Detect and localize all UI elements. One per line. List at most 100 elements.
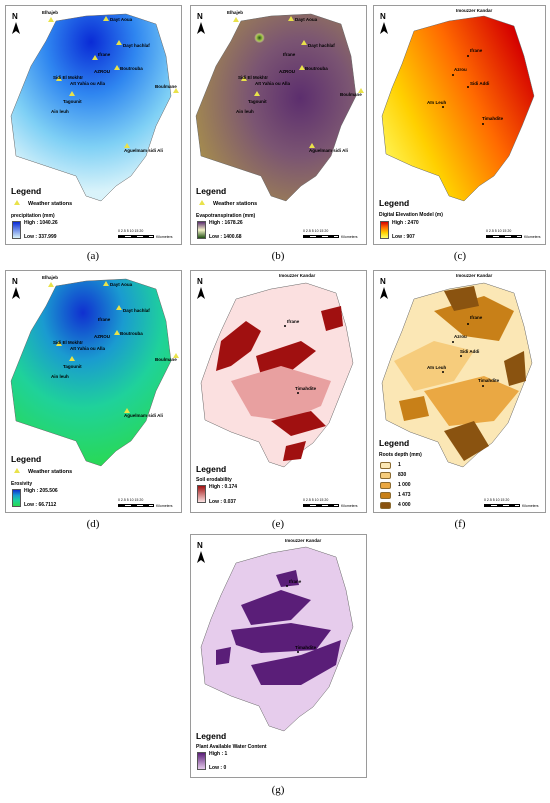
legend-swatch-1000	[380, 482, 391, 489]
town-label: Ifrane	[283, 52, 296, 57]
legend-variable: Erosivity	[11, 481, 33, 487]
station-marker	[56, 341, 62, 346]
station-marker	[288, 16, 294, 21]
town-label: Ifrane	[289, 579, 302, 584]
town-label: Imouzzer Kandar	[456, 273, 493, 278]
town-marker	[286, 585, 288, 587]
town-label: Boutrouba	[120, 331, 143, 336]
station-marker	[103, 281, 109, 286]
stations-legend-label: Weather stations	[28, 469, 73, 475]
town-label: Timahdite	[478, 378, 500, 383]
town-label: Timahdite	[295, 645, 317, 650]
station-marker	[124, 143, 130, 148]
town-label: Aïn Leuh	[427, 365, 447, 370]
roots-zone-1000	[424, 376, 519, 426]
station-marker	[48, 282, 54, 287]
town-label: Ifrane	[98, 317, 111, 322]
legend-low: Low : 0	[209, 765, 227, 771]
legend-class-4000: 4 000	[398, 502, 411, 508]
station-marker	[92, 55, 98, 60]
evapo-minimum-zone	[241, 29, 285, 73]
legend-title: Legend	[379, 198, 410, 208]
station-marker	[48, 17, 54, 22]
north-arrow: N	[197, 12, 205, 34]
town-label: Tagounit	[63, 99, 82, 104]
caption-f: (f)	[454, 518, 466, 530]
scale-unit: Kilometers	[156, 235, 173, 239]
medium-erodability-zone	[231, 366, 331, 421]
study-area-shape	[10, 278, 172, 467]
caption-d: (d)	[86, 518, 100, 530]
erosivity-map-graphic	[10, 278, 172, 467]
legend-high: High : 205.506	[24, 488, 58, 494]
legend-low: Low : 907	[392, 234, 415, 240]
town-label: Ain leuh	[51, 109, 69, 114]
town-label: Aïn Leuh	[427, 100, 447, 105]
station-marker	[358, 88, 364, 93]
north-arrow-icon	[12, 22, 20, 34]
legend-title: Legend	[11, 454, 42, 464]
north-arrow: N	[12, 12, 20, 34]
legend-high: High : 1	[209, 751, 228, 757]
north-arrow-icon	[197, 551, 205, 563]
study-area-shape	[381, 15, 535, 202]
dem-map-graphic	[381, 15, 535, 202]
caption-c: (c)	[453, 250, 467, 262]
station-marker	[69, 356, 75, 361]
station-marker	[56, 76, 62, 81]
scale-bar	[484, 504, 520, 507]
town-label: Dayt hachlaf	[123, 308, 150, 313]
panel-g-pawc-map: N Imouzzer Kandar Ifrane Timahdite Legen…	[190, 534, 367, 778]
legend-color-ramp	[12, 221, 21, 239]
panel-e-soil-erodability-map: N Imouzzer Kandar Ifrane Timahdite Legen…	[190, 270, 367, 513]
north-arrow: N	[12, 277, 20, 299]
scale-bar	[486, 235, 522, 238]
roots-zone-4000	[504, 351, 526, 386]
station-legend-icon	[14, 468, 20, 473]
panel-d-erosivity-map: N Elhajeb Dayt Aoua Dayt hachlaf Ifrane …	[5, 270, 182, 513]
town-label: Aguelmam sidi Ali	[309, 148, 348, 153]
legend-swatch-1473	[380, 492, 391, 499]
town-marker	[467, 86, 469, 88]
legend-class-1473: 1 473	[398, 492, 411, 498]
precipitation-map-graphic	[10, 13, 172, 202]
legend-class-1: 1	[398, 462, 401, 468]
roots-zone-4000	[444, 421, 489, 461]
north-arrow: N	[197, 541, 205, 563]
town-label: Imouzzer Kandar	[279, 273, 316, 278]
station-marker	[103, 16, 109, 21]
station-marker	[233, 17, 239, 22]
high-erodability-zone	[321, 306, 343, 331]
study-area-shape	[10, 13, 172, 202]
north-arrow: N	[380, 277, 388, 299]
town-label: Dayt Aoua	[295, 17, 318, 22]
station-marker	[301, 40, 307, 45]
panel-b-evapotranspiration-map: N Elhajeb Dayt Aoua Dayt hachlaf Ifrane …	[190, 5, 367, 245]
north-arrow-icon	[12, 287, 20, 299]
legend-swatch-1	[380, 462, 391, 469]
scale-bar	[303, 235, 339, 238]
town-label: Sidi El Mokhtr	[238, 75, 269, 80]
legend-color-ramp	[197, 752, 206, 770]
scale-unit: Kilometers	[341, 504, 358, 508]
town-label: Tagounit	[63, 364, 82, 369]
town-marker	[482, 385, 484, 387]
station-marker	[254, 91, 260, 96]
town-label: Aguelmam sidi Ali	[124, 148, 163, 153]
high-erodability-zone	[256, 341, 316, 376]
north-arrow-icon	[380, 287, 388, 299]
town-marker	[467, 55, 469, 57]
roots-zone-1473	[399, 396, 429, 421]
legend-high: High : 1678.26	[209, 220, 243, 226]
town-label: Elhajeb	[42, 275, 59, 280]
pawc-map-graphic	[200, 546, 354, 732]
town-label: Aguelmam sidi Ali	[124, 413, 163, 418]
town-label: Boulmane	[155, 357, 177, 362]
legend-title: Legend	[196, 731, 227, 741]
north-arrow-icon	[380, 22, 388, 34]
high-pawc-zone	[241, 590, 311, 625]
legend-class-1000: 1 000	[398, 482, 411, 488]
town-label: Elhajeb	[42, 10, 59, 15]
town-label: Ifrane	[470, 315, 483, 320]
station-marker	[69, 91, 75, 96]
